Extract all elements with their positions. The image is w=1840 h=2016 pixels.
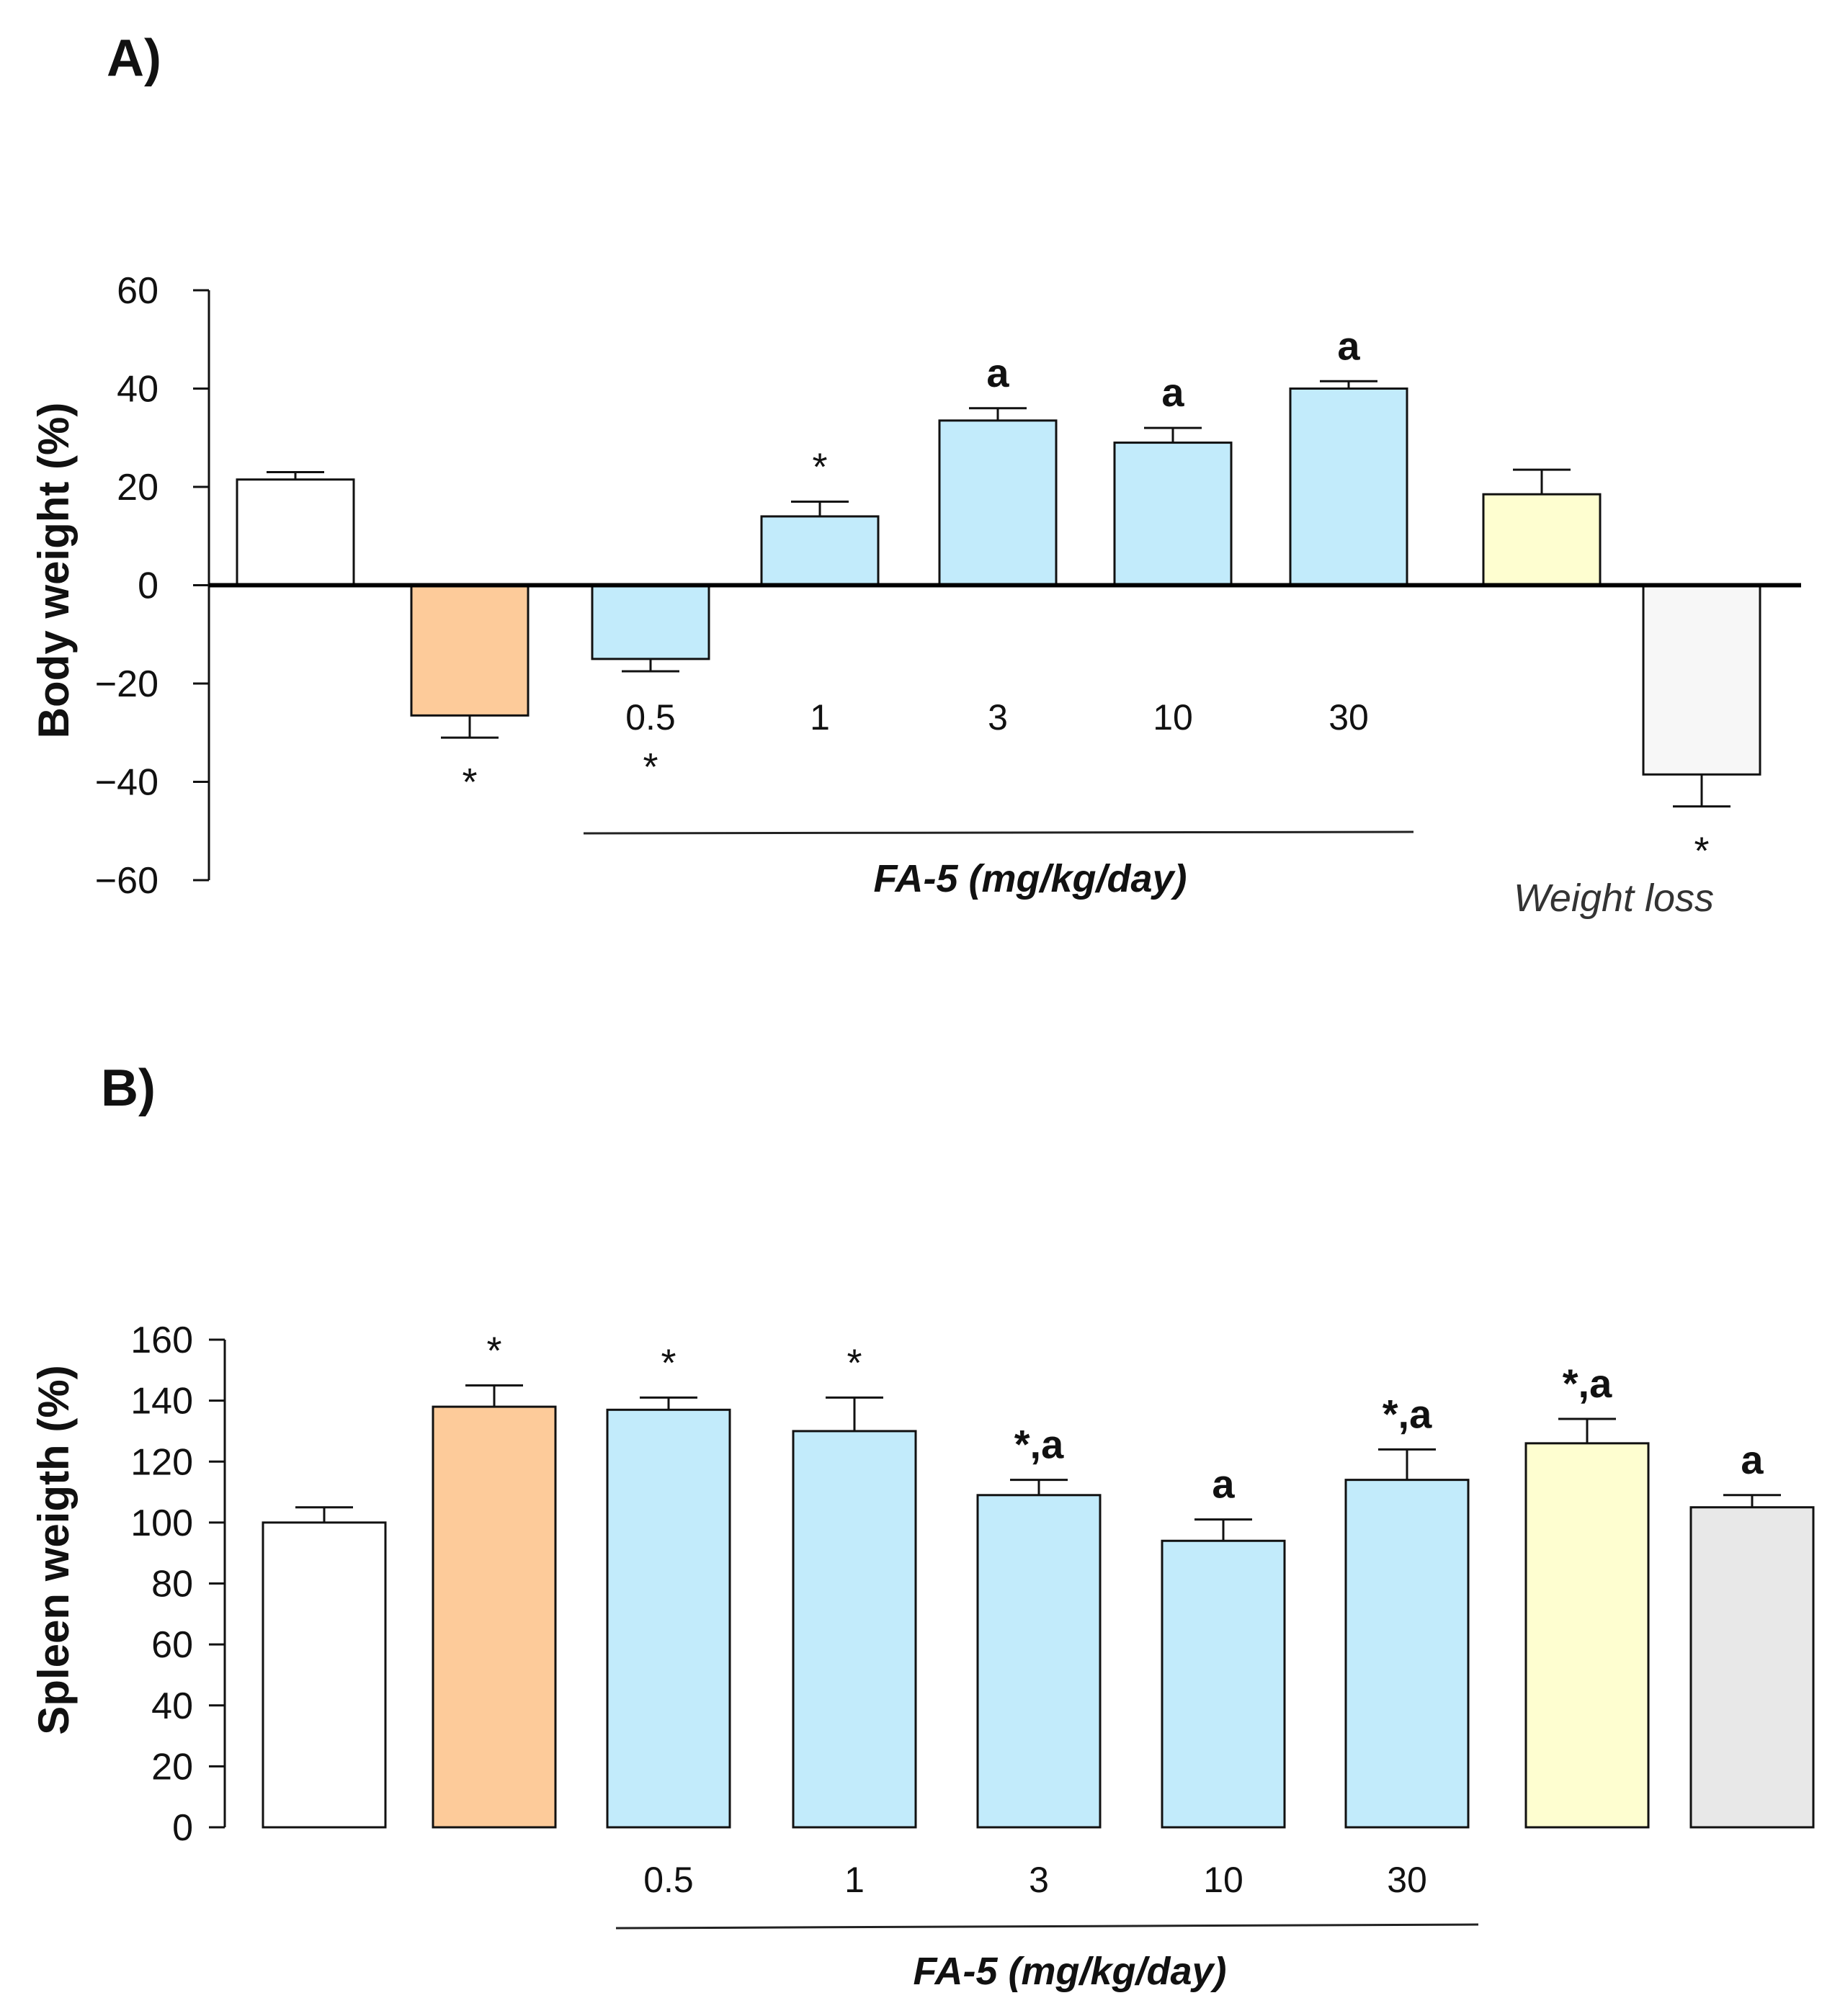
panel-b-significance-mark: *,a bbox=[1014, 1422, 1064, 1467]
panel-b-y-tick-label: 40 bbox=[151, 1685, 193, 1727]
panel-a-category-label: 1 bbox=[810, 697, 830, 738]
panel-a-y-tick-label: −60 bbox=[95, 860, 158, 902]
panel-a-significance-mark: a bbox=[1337, 323, 1360, 368]
panel-b-group-label: FA-5 (mg/kg/day) bbox=[913, 1950, 1226, 1993]
panel-a-bar bbox=[236, 478, 355, 587]
panel-b-y-tick-label: 0 bbox=[172, 1807, 193, 1849]
panel-b-bar bbox=[1524, 1442, 1650, 1829]
panel-b-bar bbox=[976, 1494, 1102, 1829]
panel-b-bar bbox=[1161, 1539, 1286, 1829]
panel-a-group-label: FA-5 (mg/kg/day) bbox=[873, 857, 1187, 900]
panel-a-y-tick-label: 60 bbox=[117, 270, 158, 312]
panel-a-significance-mark: * bbox=[812, 445, 827, 488]
panel-b-significance-mark: a bbox=[1741, 1437, 1764, 1482]
panel-b-bar bbox=[1344, 1479, 1470, 1829]
panel-b-bar bbox=[432, 1405, 557, 1829]
panel-b-y-tick-label: 100 bbox=[130, 1502, 193, 1544]
panel-b-label: B) bbox=[101, 1059, 156, 1117]
panel-b-category-label: 30 bbox=[1387, 1860, 1427, 1900]
panel-a-bar bbox=[1289, 387, 1408, 586]
panel-b-significance-mark: * bbox=[661, 1341, 676, 1384]
panel-a-y-axis-label: Body weight (%) bbox=[30, 403, 78, 739]
panel-b-significance-mark: a bbox=[1212, 1461, 1235, 1507]
panel-a-category-label: 30 bbox=[1328, 697, 1369, 738]
panel-b-significance-mark: * bbox=[847, 1341, 862, 1384]
panel-a-bar bbox=[760, 515, 880, 587]
panel-b-y-tick-label: 80 bbox=[151, 1564, 193, 1605]
panel-a-category-label: 0.5 bbox=[625, 697, 676, 738]
panel-a-bar bbox=[410, 584, 530, 717]
panel-a-y-tick-label: 40 bbox=[117, 369, 158, 411]
panel-a-bar bbox=[938, 419, 1058, 586]
panel-a-weight-loss-label: Weight loss bbox=[1514, 877, 1714, 920]
panel-b-y-tick-label: 60 bbox=[151, 1624, 193, 1666]
panel-b-bar bbox=[262, 1521, 387, 1829]
panel-b-significance-mark: *,a bbox=[1383, 1391, 1432, 1436]
panel-a-significance-mark: * bbox=[462, 761, 477, 804]
panel-b-y-tick-label: 160 bbox=[130, 1320, 193, 1361]
panel-b-y-axis-label: Spleen weigth (%) bbox=[30, 1365, 78, 1734]
panel-a-significance-mark: a bbox=[1161, 369, 1184, 415]
panel-b-chart: B) Spleen weigth (%) FA-5 (mg/kg/day) 16… bbox=[30, 1059, 1815, 1993]
panel-b-category-label: 0.5 bbox=[643, 1860, 694, 1900]
panel-a-category-label: 10 bbox=[1153, 697, 1193, 738]
panel-b-category-label: 3 bbox=[1029, 1860, 1049, 1900]
panel-a-y-tick-label: 20 bbox=[117, 467, 158, 509]
panel-a-bar bbox=[1113, 442, 1233, 587]
panel-b-y-tick-label: 20 bbox=[151, 1746, 193, 1788]
panel-b-category-label: 10 bbox=[1203, 1860, 1243, 1900]
panel-b-significance-mark: * bbox=[486, 1329, 501, 1372]
panel-a-significance-mark: * bbox=[643, 745, 658, 789]
panel-a-y-tick-label: −20 bbox=[95, 663, 158, 705]
panel-a-y-tick-label: −40 bbox=[95, 762, 158, 804]
panel-b-bar bbox=[606, 1408, 731, 1829]
panel-a-group-underline bbox=[583, 830, 1414, 835]
panel-a-y-tick-label: 0 bbox=[138, 565, 158, 607]
panel-a-bar bbox=[1482, 493, 1602, 586]
panel-b-category-label: 1 bbox=[844, 1860, 865, 1900]
panel-b-significance-mark: *,a bbox=[1563, 1361, 1612, 1406]
panel-a-chart: A) Body weight (%) FA-5 (mg/kg/day) Weig… bbox=[30, 30, 1801, 920]
panel-a-bar bbox=[591, 584, 710, 660]
panel-a-significance-mark: a bbox=[986, 350, 1009, 395]
panel-b-bar bbox=[1689, 1506, 1815, 1829]
panel-a-category-label: 3 bbox=[988, 697, 1008, 738]
panel-b-y-tick-label: 140 bbox=[130, 1381, 193, 1423]
panel-b-bar bbox=[792, 1430, 917, 1829]
panel-a-bar bbox=[1642, 584, 1761, 776]
panel-a-label: A) bbox=[107, 30, 161, 87]
panel-b-y-tick-label: 120 bbox=[130, 1441, 193, 1483]
panel-a-significance-mark: * bbox=[1694, 830, 1709, 873]
panel-b-group-underline bbox=[615, 1923, 1479, 1930]
